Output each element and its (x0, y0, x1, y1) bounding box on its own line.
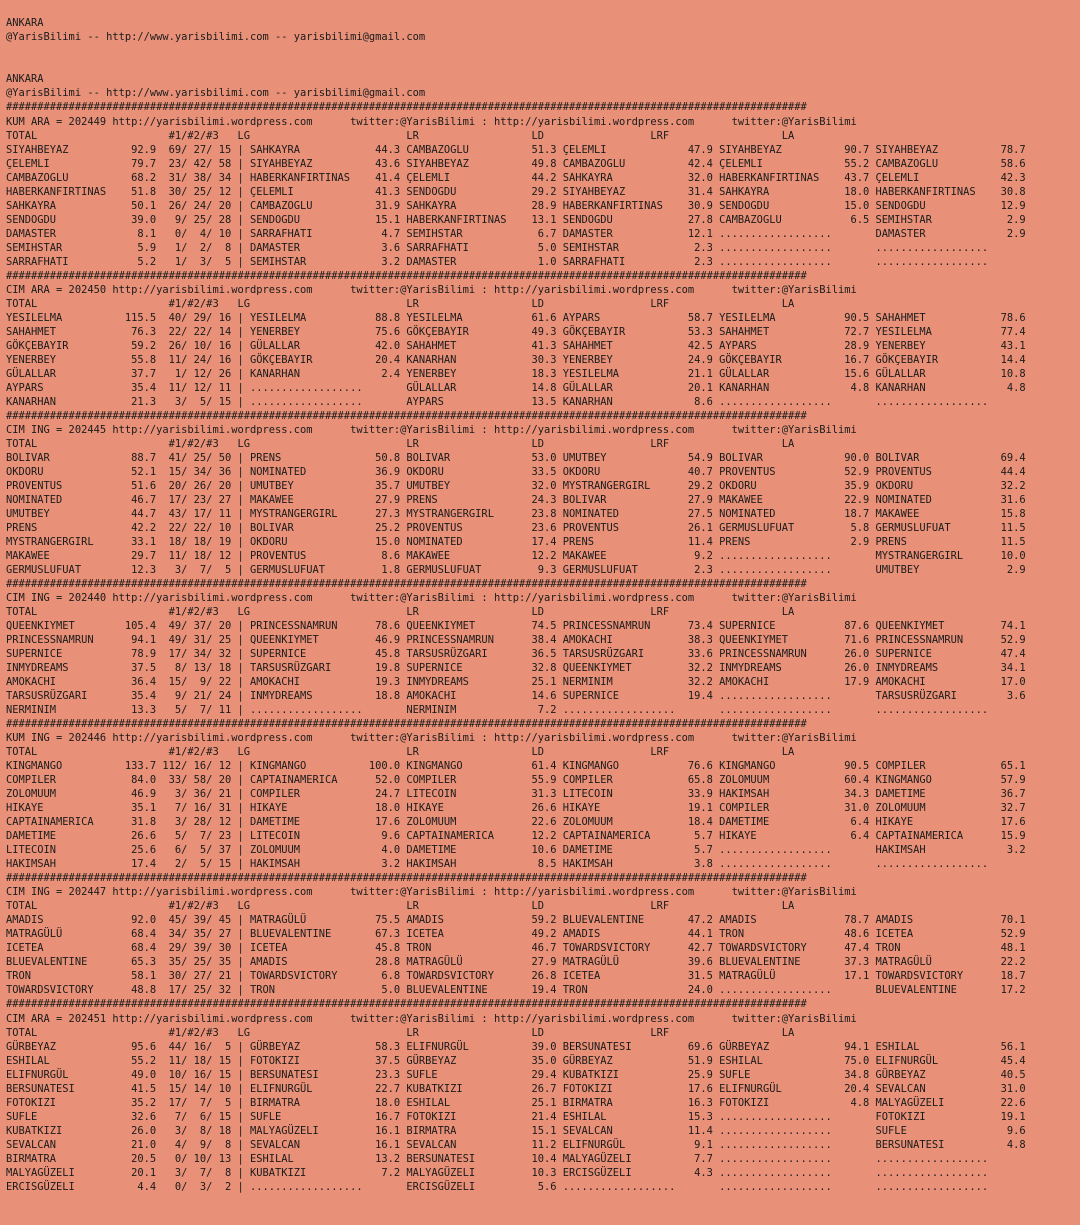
race-statistics-report: ANKARA @YarisBilimi -- http://www.yarisb… (6, 17, 1026, 1193)
